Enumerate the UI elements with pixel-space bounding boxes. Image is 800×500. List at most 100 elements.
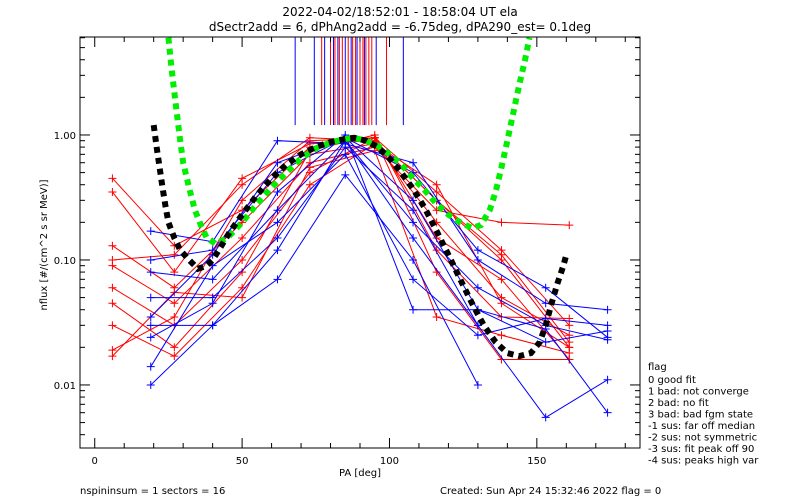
red-series-point bbox=[305, 133, 314, 142]
blue-series-point bbox=[341, 150, 350, 159]
blue-series-point bbox=[541, 299, 550, 308]
blue-series-point bbox=[603, 305, 612, 314]
red-series-point bbox=[497, 331, 506, 340]
red-series-point bbox=[238, 180, 247, 189]
blue-series-point bbox=[273, 187, 282, 196]
y-tick-label: 0.01 bbox=[54, 381, 76, 392]
green-fit-curve bbox=[165, 37, 533, 248]
y-tick-label: 1.00 bbox=[54, 131, 76, 142]
x-tick-label: 150 bbox=[527, 456, 546, 467]
blue-series-point bbox=[409, 255, 418, 264]
series-layer bbox=[108, 37, 612, 422]
blue-series-point bbox=[409, 305, 418, 314]
blue-series-point bbox=[146, 362, 155, 371]
blue-series-point bbox=[146, 321, 155, 330]
legend-title: flag bbox=[648, 362, 667, 373]
blue-series-line bbox=[150, 146, 608, 419]
blue-series-point bbox=[146, 227, 155, 236]
blue-series-point bbox=[473, 380, 482, 389]
blue-series-point bbox=[603, 333, 612, 342]
red-series-point bbox=[305, 180, 314, 189]
blue-series-point bbox=[208, 321, 217, 330]
blue-series-line bbox=[150, 140, 608, 311]
blue-series-line bbox=[150, 134, 608, 413]
blue-series-point bbox=[541, 338, 550, 347]
x-tick-label: 100 bbox=[380, 456, 399, 467]
blue-series-point bbox=[473, 255, 482, 264]
blue-series-point bbox=[473, 246, 482, 255]
blue-series-point bbox=[409, 206, 418, 215]
blue-series-point bbox=[273, 275, 282, 284]
red-series-point bbox=[238, 255, 247, 264]
flag-legend: flag 0 good fit 1 bad: not converge 2 ba… bbox=[648, 362, 759, 467]
blue-series-point bbox=[409, 196, 418, 205]
legend-entry: -2 sus: not symmetric bbox=[648, 433, 757, 444]
blue-series-line bbox=[150, 139, 608, 341]
legend-entry: 3 bad: bad fgm state bbox=[648, 410, 753, 421]
red-series-point bbox=[238, 233, 247, 242]
x-tick-label: 0 bbox=[92, 456, 98, 467]
red-series-point bbox=[497, 275, 506, 284]
y-axis-label: nflux [#/(cm^2 s sr MeV)] bbox=[39, 179, 50, 310]
blue-series-point bbox=[208, 299, 217, 308]
red-series-line bbox=[112, 137, 570, 360]
y-tick-label: 0.10 bbox=[54, 256, 76, 267]
red-series-point bbox=[497, 218, 506, 227]
red-series-point bbox=[108, 187, 117, 196]
red-series-point bbox=[108, 283, 117, 292]
red-series-point bbox=[565, 321, 574, 330]
red-series-line bbox=[112, 143, 570, 357]
red-series-point bbox=[170, 343, 179, 352]
legend-entry: 0 good fit bbox=[648, 375, 696, 386]
blue-series-point bbox=[273, 158, 282, 167]
red-series-point bbox=[170, 299, 179, 308]
red-series-point bbox=[565, 221, 574, 230]
red-series-point bbox=[565, 349, 574, 358]
blue-series-line bbox=[150, 153, 608, 367]
blue-series-point bbox=[273, 246, 282, 255]
blue-series-point bbox=[146, 268, 155, 277]
blue-series-point bbox=[473, 331, 482, 340]
red-series-point bbox=[238, 293, 247, 302]
blue-series-point bbox=[273, 233, 282, 242]
red-series-point bbox=[108, 174, 117, 183]
red-series-point bbox=[108, 352, 117, 361]
blue-series-line bbox=[150, 137, 608, 338]
blue-series-point bbox=[541, 413, 550, 422]
red-series-point bbox=[108, 321, 117, 330]
legend-entry: -4 sus: peaks high var bbox=[648, 456, 759, 467]
legend-entry: 2 bad: no fit bbox=[648, 398, 709, 409]
footer-right: Created: Sun Apr 24 15:32:46 2022 flag =… bbox=[440, 486, 661, 497]
blue-series-point bbox=[341, 170, 350, 179]
blue-series-point bbox=[273, 206, 282, 215]
red-series-point bbox=[170, 352, 179, 361]
blue-series-point bbox=[146, 293, 155, 302]
footer-left: nspininsum = 1 sectors = 16 bbox=[80, 486, 225, 497]
blue-series-point bbox=[273, 218, 282, 227]
red-series-point bbox=[565, 338, 574, 347]
red-series-point bbox=[497, 250, 506, 259]
blue-series-point bbox=[146, 380, 155, 389]
blue-series-point bbox=[146, 312, 155, 321]
red-series-point bbox=[108, 241, 117, 250]
blue-series-point bbox=[473, 283, 482, 292]
blue-series-point bbox=[603, 375, 612, 384]
blue-series-line bbox=[150, 139, 479, 386]
blue-series-point bbox=[146, 333, 155, 342]
red-series-point bbox=[108, 255, 117, 264]
blue-series-point bbox=[409, 233, 418, 242]
legend-entry: 1 bad: not converge bbox=[648, 387, 749, 398]
blue-series-point bbox=[208, 275, 217, 284]
red-series-line bbox=[112, 134, 570, 348]
red-series-line bbox=[112, 143, 570, 336]
blue-series-point bbox=[409, 158, 418, 167]
red-series-point bbox=[108, 299, 117, 308]
chart-subtitle: dSectr2add = 6, dPhAng2add = -6.75deg, d… bbox=[209, 20, 591, 34]
red-series-point bbox=[170, 312, 179, 321]
blue-series-point bbox=[541, 283, 550, 292]
blue-series-point bbox=[146, 255, 155, 264]
red-series-point bbox=[170, 288, 179, 297]
red-series-point bbox=[170, 250, 179, 259]
legend-entry: -1 sus: far off median bbox=[648, 421, 755, 432]
